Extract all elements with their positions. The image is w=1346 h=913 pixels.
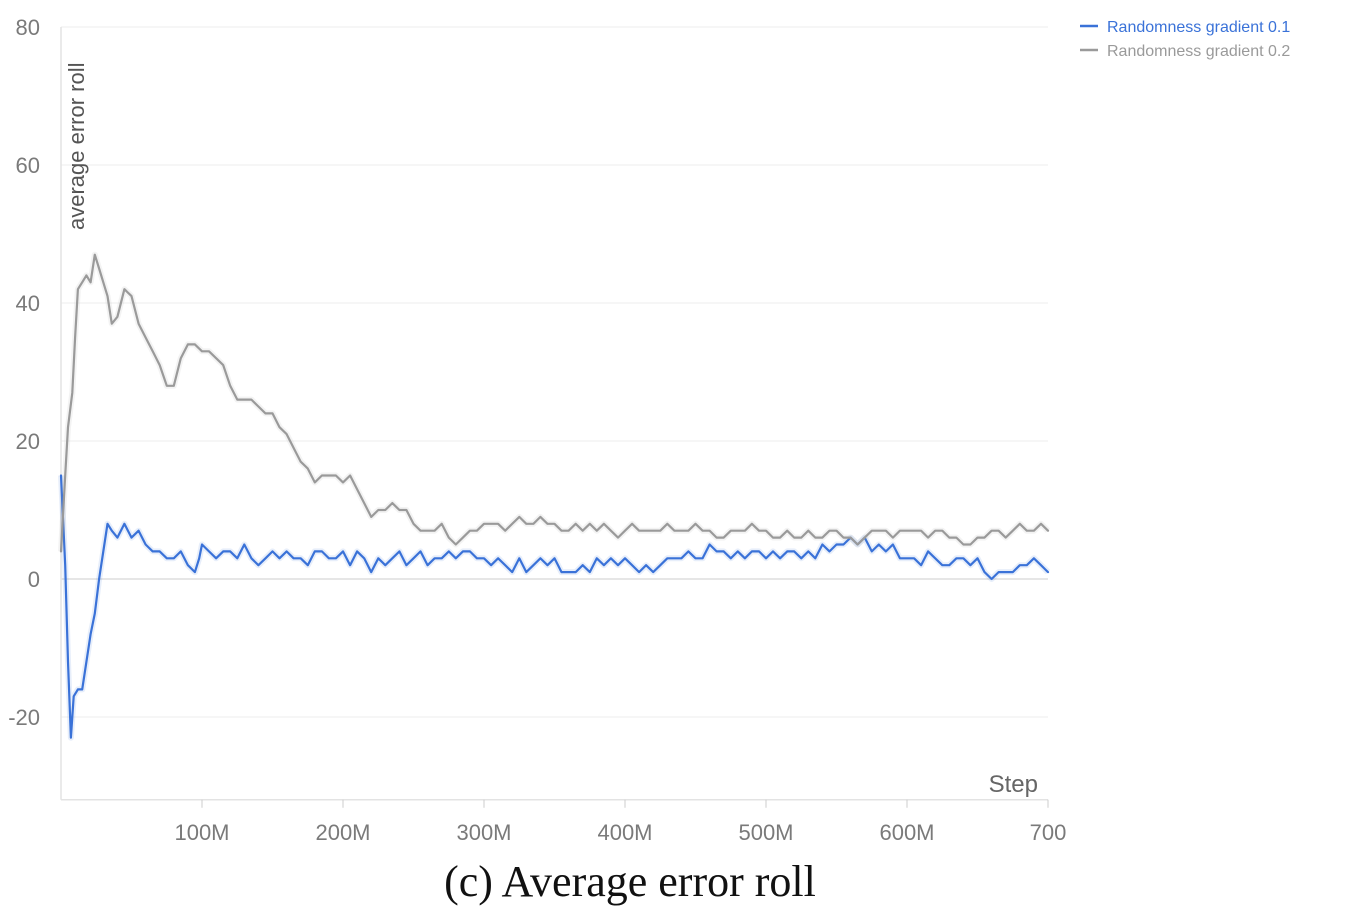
- x-tick-label: 300M: [456, 820, 511, 845]
- series-2-line: [59, 253, 1050, 553]
- legend-entry: Randomness gradient 0.1: [1107, 19, 1290, 36]
- axes: [60, 27, 1049, 808]
- y-tick-label: -20: [8, 705, 40, 730]
- y-tick-label: 80: [16, 15, 40, 40]
- figure-caption: (c) Average error roll: [444, 857, 816, 906]
- x-tick-label: 700: [1030, 820, 1067, 845]
- y-tick-label: 40: [16, 291, 40, 316]
- legend-entry: Randomness gradient 0.2: [1107, 43, 1290, 60]
- y-tick-label: 60: [16, 153, 40, 178]
- x-tick-label: 500M: [738, 820, 793, 845]
- series-lines: [58, 251, 1051, 741]
- x-tick-label: 200M: [315, 820, 370, 845]
- y-tick-label: 20: [16, 429, 40, 454]
- grid-lines: [61, 26, 1048, 718]
- series-1-halo: [58, 475, 1051, 741]
- x-axis-label: Step: [989, 771, 1038, 798]
- series-2-halo: [58, 251, 1051, 552]
- y-axis-label: average error roll: [64, 62, 89, 230]
- series-1-line: [59, 474, 1050, 739]
- x-tick-label: 600M: [879, 820, 934, 845]
- legend: Randomness gradient 0.1 Randomness gradie…: [1080, 19, 1290, 60]
- y-tick-labels: 80 60 40 20 0 -20: [8, 15, 40, 730]
- x-tick-label: 400M: [597, 820, 652, 845]
- x-tick-label: 100M: [174, 820, 229, 845]
- x-tick-labels: 100M 200M 300M 400M 500M 600M 700: [174, 820, 1066, 845]
- y-tick-label: 0: [28, 567, 40, 592]
